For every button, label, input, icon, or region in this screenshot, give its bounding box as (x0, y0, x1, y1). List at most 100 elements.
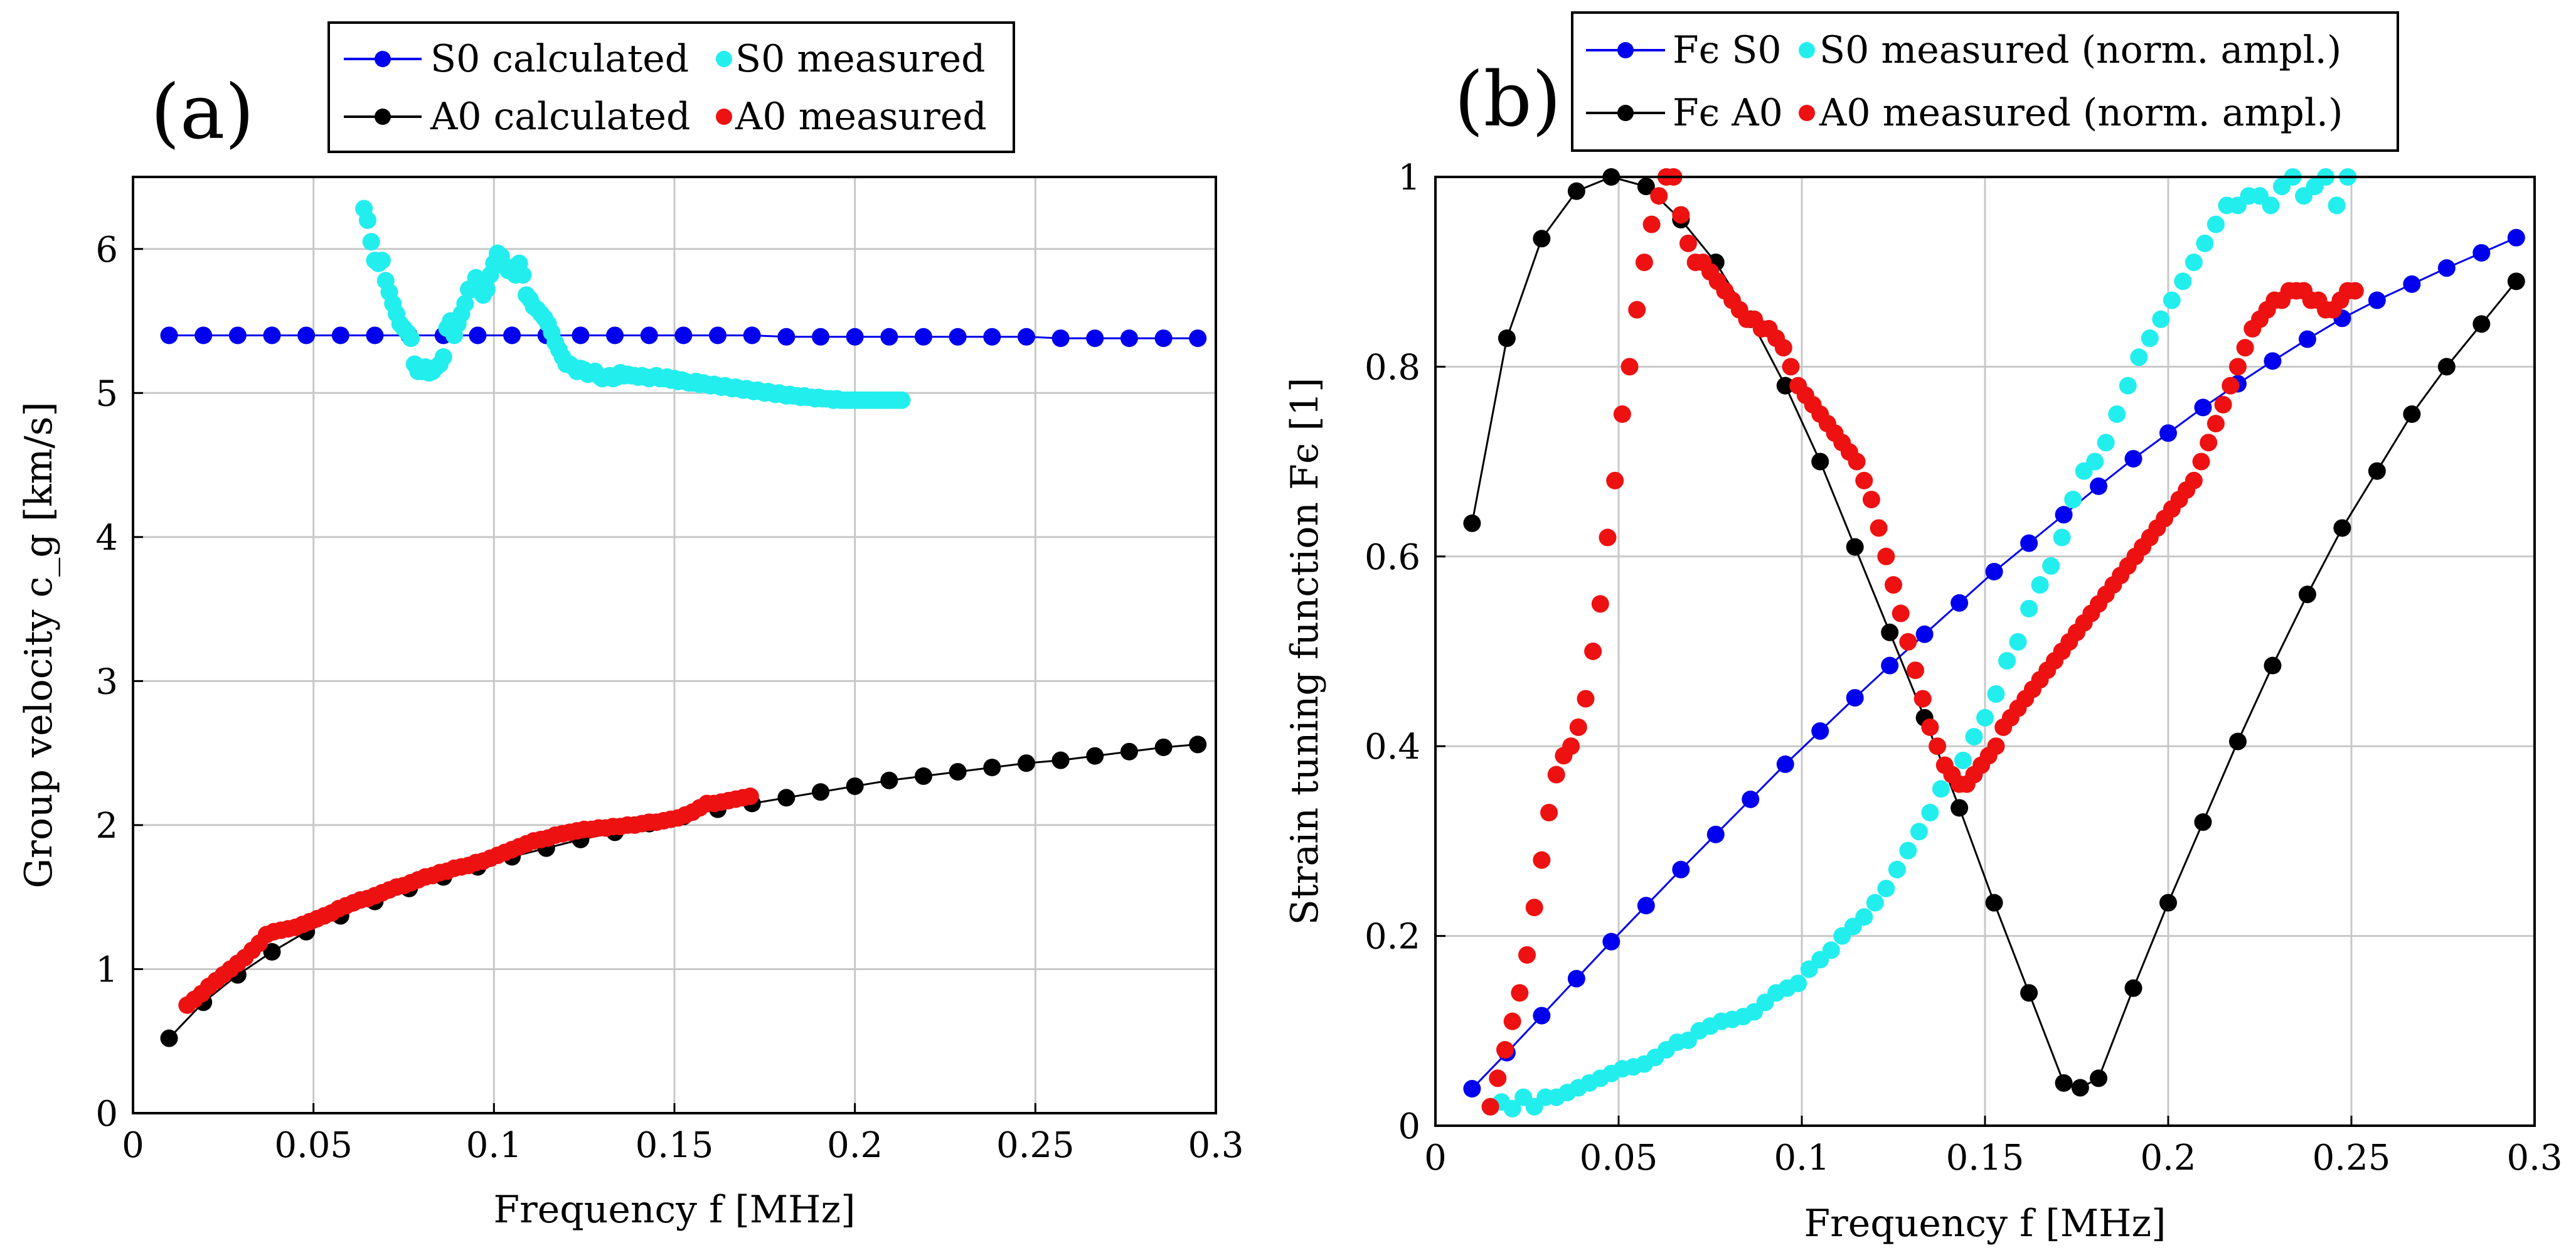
data-point (1811, 722, 1829, 740)
x-tick-label: 0.25 (996, 1125, 1075, 1166)
data-point (2159, 894, 2177, 912)
panel-b-series (1463, 168, 2525, 1118)
data-point (2328, 196, 2346, 215)
data-point (1599, 528, 1617, 547)
data-point (297, 326, 316, 344)
data-point (1679, 234, 1697, 252)
data-point (1503, 1099, 1521, 1118)
data-point (1954, 751, 1972, 769)
data-point (2108, 405, 2126, 423)
data-point (1672, 860, 1690, 878)
data-point (1870, 519, 1888, 537)
data-point (2185, 254, 2203, 272)
data-point (812, 783, 830, 801)
data-point (709, 326, 727, 344)
data-point (1855, 908, 1873, 926)
data-point (1577, 690, 1595, 708)
data-point (2298, 585, 2316, 604)
y-tick-label: 1 (1398, 158, 1420, 198)
legend-g-marker-swatch (1617, 105, 1634, 121)
series-0 (160, 326, 1207, 348)
data-point (1892, 604, 1910, 622)
data-point (2009, 633, 2027, 651)
data-point (846, 328, 864, 346)
data-point (160, 1029, 178, 1047)
series-0 (1463, 228, 2525, 1098)
data-point (2159, 424, 2177, 442)
legend-a-label: S0 calculated (430, 37, 689, 81)
data-point (2086, 452, 2104, 471)
legend-d-marker-swatch (716, 109, 732, 125)
data-point (1628, 301, 1646, 319)
legend-h-marker-swatch (1799, 105, 1815, 121)
data-point (1885, 576, 1902, 594)
data-point (2222, 376, 2240, 395)
data-point (2042, 557, 2060, 575)
data-point (2507, 228, 2525, 247)
x-tick-label: 0.15 (636, 1125, 714, 1166)
data-point (1496, 1041, 1514, 1059)
data-point (2206, 215, 2225, 233)
data-point (456, 294, 474, 312)
x-tick-label: 0 (122, 1125, 144, 1166)
data-point (2174, 272, 2192, 291)
x-tick-label: 0.1 (1774, 1138, 1829, 1178)
legend-c-marker-swatch (375, 109, 391, 125)
data-point (1776, 755, 1794, 773)
data-point (194, 326, 213, 344)
data-point (514, 266, 532, 284)
data-point (777, 328, 796, 346)
data-point (2141, 329, 2159, 348)
data-point (2124, 979, 2142, 997)
x-tick-label: 0.2 (827, 1125, 883, 1166)
data-point (1929, 737, 1947, 755)
data-point (1154, 738, 1173, 756)
data-point (1866, 894, 1884, 912)
y-tick-label: 1 (95, 949, 118, 990)
data-point (2346, 282, 2364, 300)
data-point (2228, 732, 2247, 750)
data-point (2264, 656, 2282, 675)
data-point (2020, 984, 2038, 1002)
panel-b-label: (b) (1454, 56, 1561, 144)
x-tick-label: 0.3 (1188, 1125, 1243, 1166)
data-point (1533, 851, 1551, 869)
data-point (1987, 685, 2005, 703)
data-point (949, 328, 967, 346)
data-point (1017, 754, 1035, 772)
data-point (2119, 376, 2137, 395)
data-point (2152, 310, 2170, 328)
panel-a-ticks: 0 0.05 0.1 0.15 0.2 0.25 0.3 0 1 2 3 4 5 6 (95, 230, 1243, 1166)
data-point (949, 762, 967, 781)
y-tick-label: 5 (95, 373, 118, 414)
data-point (2194, 398, 2212, 417)
data-point (2090, 477, 2108, 495)
panel-b: (b) 0 0.05 0.1 0.15 0.2 0.25 0.3 0 0.2 0.4 0.6 0.8 1… (1283, 11, 2563, 1246)
data-point (2055, 506, 2073, 524)
data-point (2196, 234, 2214, 252)
data-point (469, 326, 487, 344)
data-point (880, 328, 898, 346)
data-point (1120, 742, 1138, 761)
data-point (1189, 329, 1207, 348)
data-point (1846, 538, 1864, 556)
data-point (2403, 275, 2421, 293)
data-point (1932, 780, 1950, 798)
data-point (228, 326, 247, 344)
data-point (503, 326, 521, 344)
data-point (358, 211, 376, 229)
data-point (1672, 206, 1690, 224)
panel-a-series (160, 200, 1207, 1047)
panel-b-legend-box (1571, 11, 2399, 152)
data-point (2053, 528, 2071, 547)
data-point (1489, 1069, 1507, 1087)
data-point (1998, 652, 2016, 670)
data-point (2200, 434, 2218, 452)
data-point (2507, 272, 2525, 291)
x-tick-label: 0.05 (1580, 1138, 1658, 1178)
data-point (1789, 974, 1807, 993)
y-tick-label: 0 (95, 1094, 118, 1135)
data-point (1913, 690, 1932, 708)
data-point (1591, 595, 1609, 613)
